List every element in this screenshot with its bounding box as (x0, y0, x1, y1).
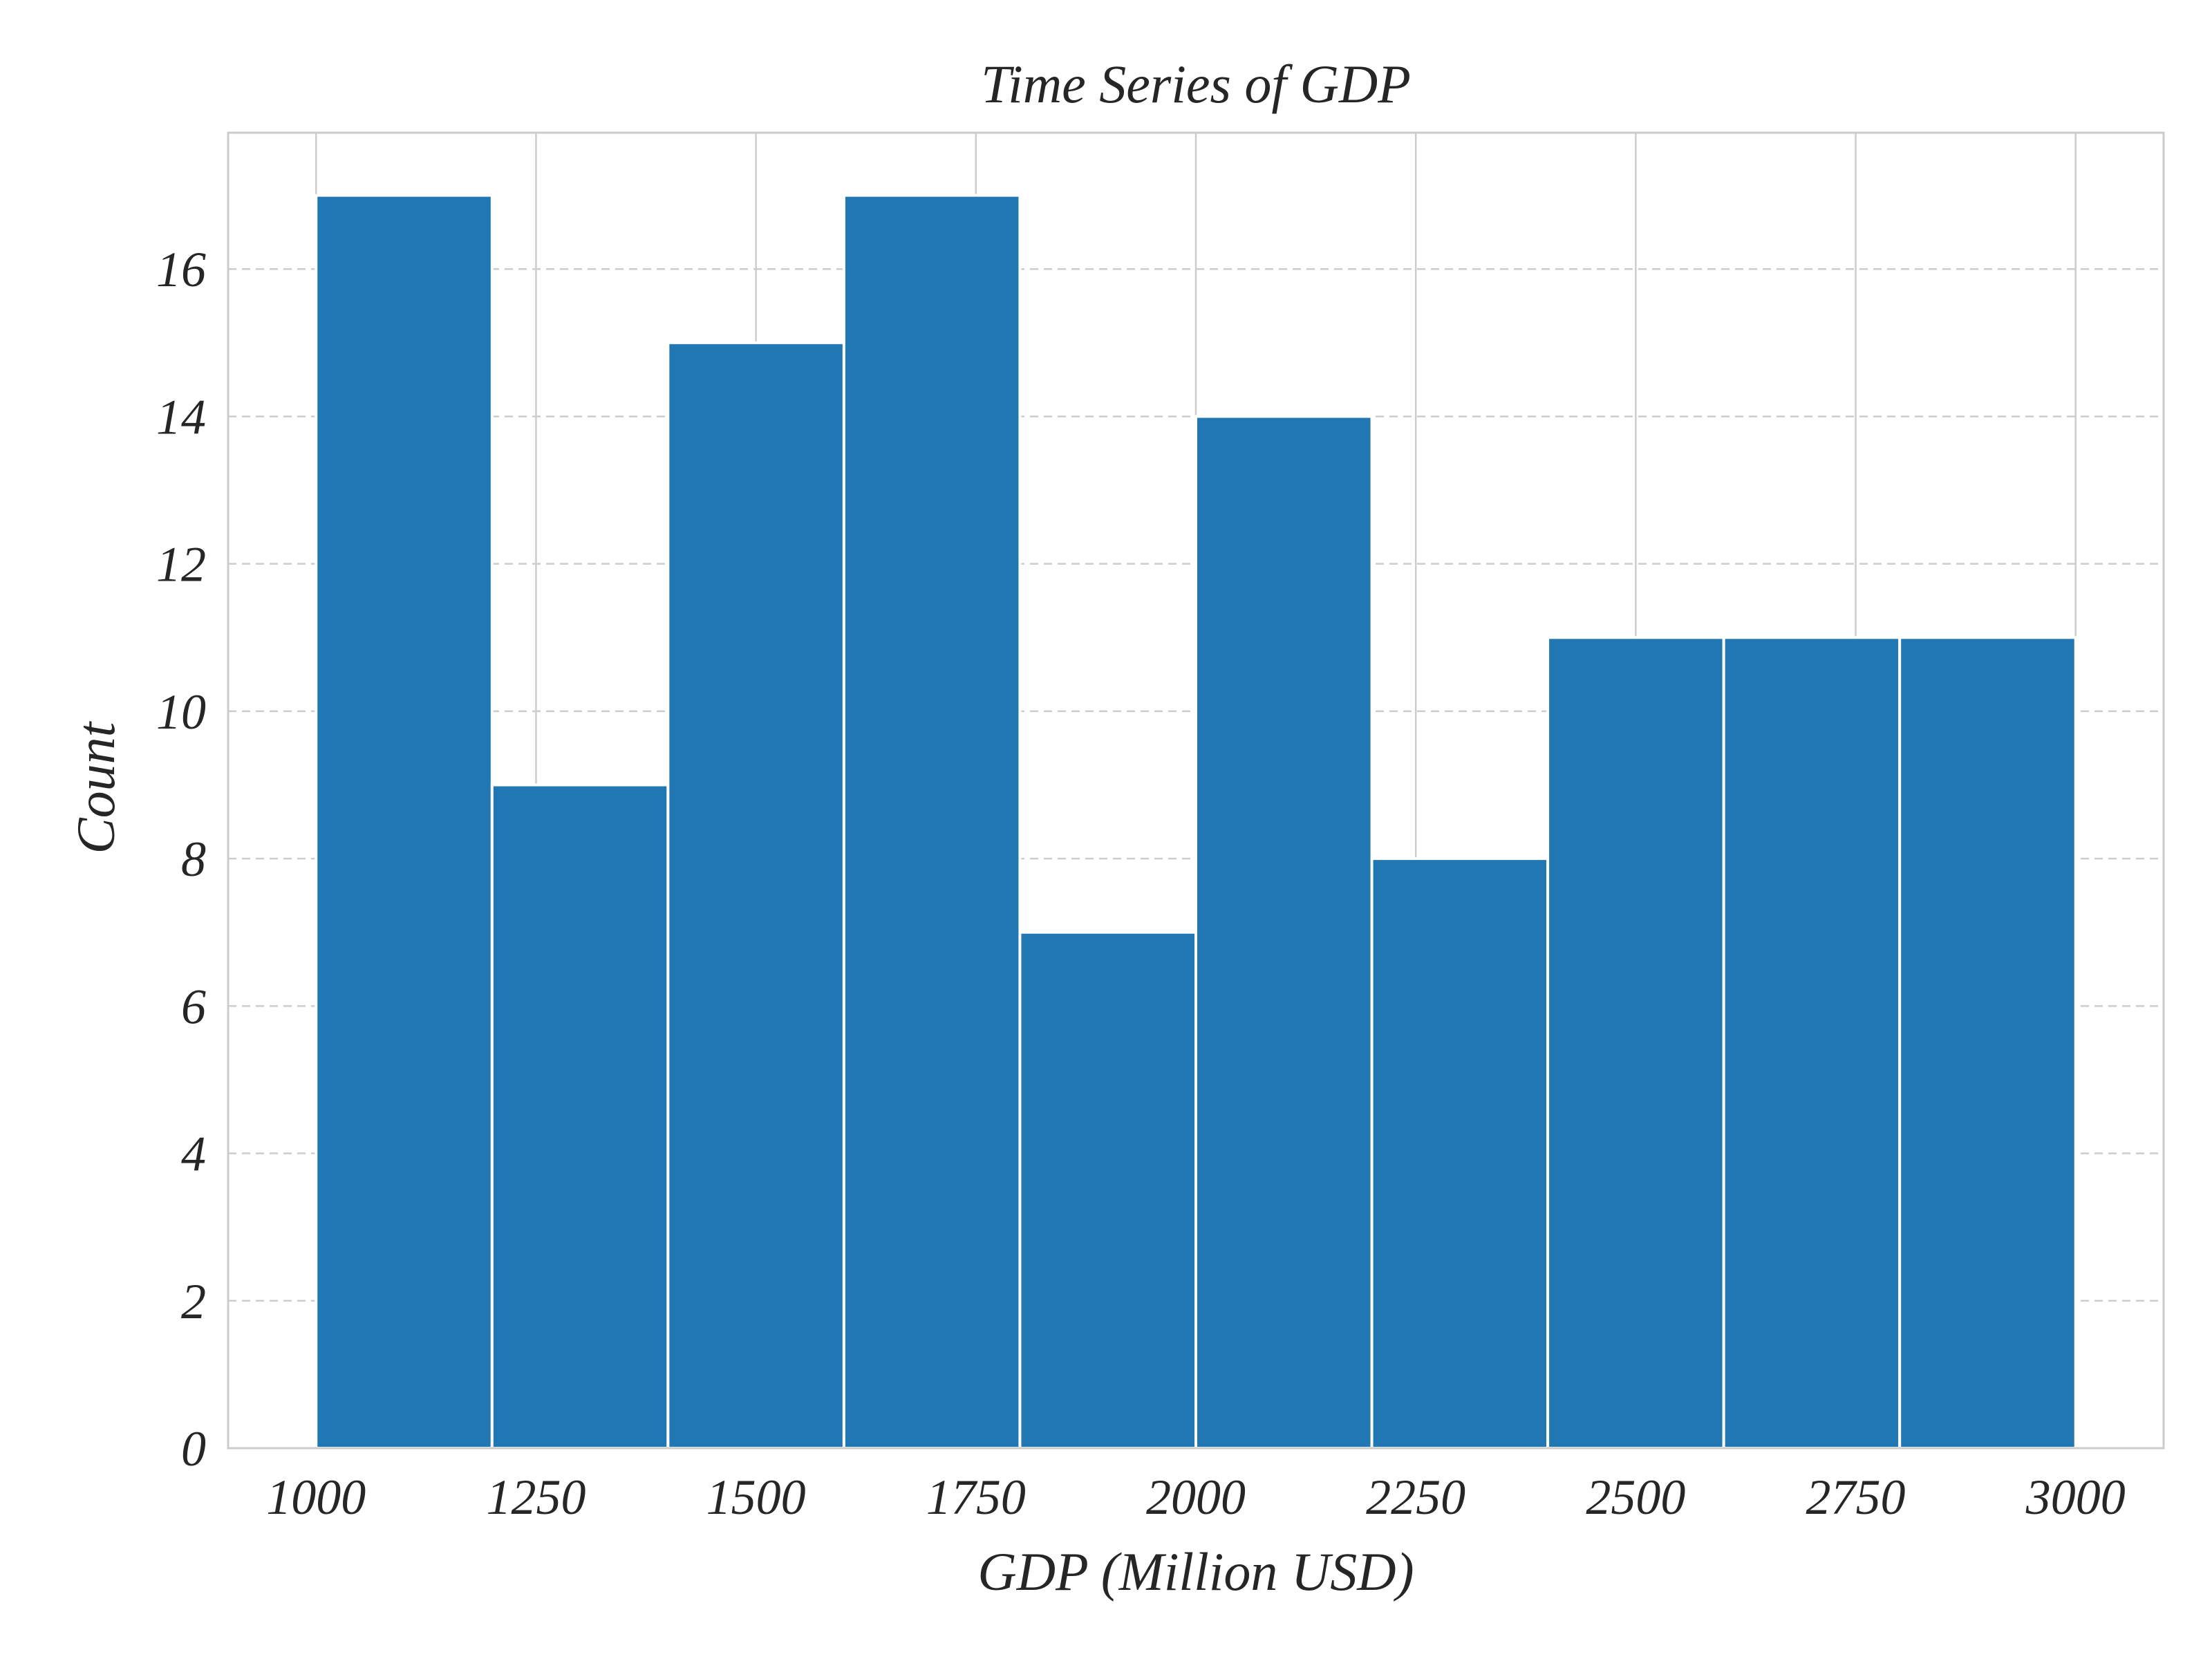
x-tick-label: 1750 (926, 1470, 1026, 1525)
histogram-bar (1722, 636, 1902, 1450)
y-tick-label: 4 (181, 1127, 206, 1182)
histogram-bar (490, 783, 670, 1450)
x-tick-label: 2250 (1366, 1470, 1465, 1525)
x-tick-label: 3000 (2025, 1470, 2126, 1525)
x-tick-label: 1250 (486, 1470, 585, 1525)
y-tick-label: 0 (181, 1421, 206, 1477)
y-tick-label: 6 (181, 979, 206, 1034)
x-tick-labels: 1000 1250 1500 1750 2000 2250 2500 2750 3000 (266, 1470, 2125, 1525)
x-tick-label: 1500 (706, 1470, 806, 1525)
bars-layer (315, 194, 2077, 1450)
y-tick-label: 8 (181, 832, 206, 887)
x-tick-label: 2500 (1586, 1470, 1685, 1525)
histogram-bar (666, 341, 845, 1450)
histogram-bar (1546, 636, 1725, 1450)
y-tick-label: 10 (156, 684, 206, 740)
y-tick-label: 12 (156, 537, 206, 592)
x-tick-label: 1000 (266, 1470, 366, 1525)
y-tick-label: 16 (156, 242, 206, 297)
histogram-bar (1018, 930, 1198, 1450)
y-tick-label: 2 (181, 1274, 206, 1329)
x-axis-label: GDP (Million USD) (977, 1541, 1414, 1602)
histogram-bar (315, 194, 494, 1450)
chart-title: Time Series of GDP (981, 54, 1411, 114)
y-axis-label: Count (66, 720, 126, 854)
x-tick-label: 2750 (1806, 1470, 1906, 1525)
y-tick-label: 14 (156, 389, 206, 444)
histogram-bar (1898, 636, 2077, 1450)
x-tick-label: 2000 (1146, 1470, 1246, 1525)
histogram-bar (1370, 857, 1550, 1450)
histogram-bar (842, 194, 1022, 1450)
axes-frame (227, 131, 2165, 1450)
y-tick-labels: 0 2 4 6 8 10 12 14 16 (156, 242, 206, 1477)
histogram-bar (1194, 415, 1374, 1450)
